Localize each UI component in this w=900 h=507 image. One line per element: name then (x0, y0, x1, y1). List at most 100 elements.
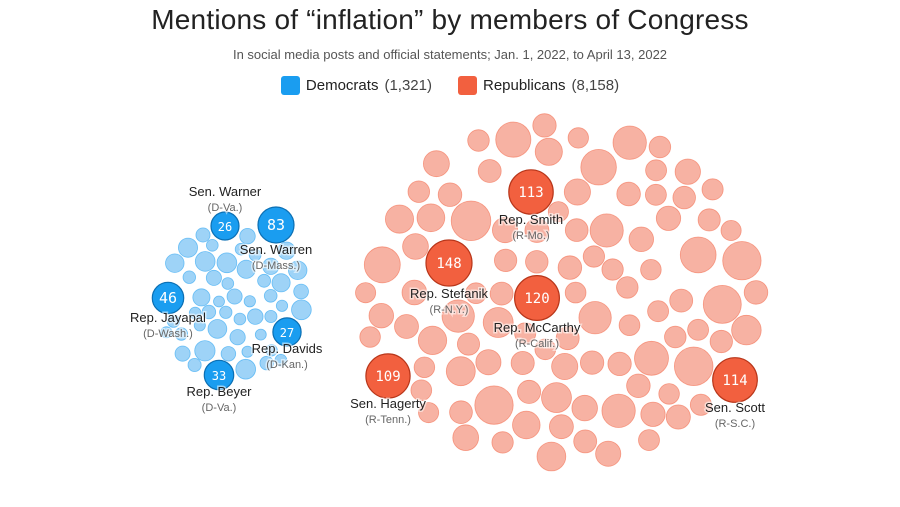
member-labels: Sen. Warner (D-Va.) Sen. Warren (D-Mass.) Re… (129, 183, 767, 432)
highlighted-members: 26 83 46 27 33 113 148 120 109 114 (151, 169, 758, 403)
legend-swatch-republicans (457, 76, 477, 95)
democrat-member-bubble (188, 306, 202, 320)
republican-member-bubble (456, 332, 480, 356)
republican-member-bubble (551, 352, 579, 380)
legend-item-democrats: Democrats (1,321) (280, 76, 432, 95)
republican-member-bubble (495, 121, 532, 158)
democrat-member-bubble (275, 299, 289, 312)
republican-member-bubble (658, 383, 680, 405)
republican-member-bubble (477, 159, 502, 183)
member-state-rep-mccarthy: (R-Calif.) (515, 338, 559, 350)
highlight-bubble-rep-beyer[interactable] (203, 359, 235, 391)
republican-member-bubble (482, 307, 514, 338)
republican-member-bubble (743, 280, 769, 305)
republican-member-bubble (475, 349, 502, 376)
value-label-sen-hagerty: 109 (375, 369, 400, 385)
republican-member-bubble (612, 125, 647, 160)
highlight-bubble-rep-jayapal[interactable] (151, 281, 185, 315)
highlight-bubble-sen-warren[interactable] (257, 206, 295, 244)
republican-member-bubble (557, 255, 583, 280)
democrat-member-bubble (274, 353, 288, 367)
member-name-sen-scott: Sen. Scott (705, 400, 765, 415)
member-state-rep-beyer: (D-Va.) (202, 402, 237, 414)
democrat-member-bubble (236, 259, 256, 279)
member-name-sen-hagerty: Sen. Hagerty (350, 396, 426, 411)
legend: Democrats (1,321) Republicans (8,158) (0, 76, 900, 95)
democrat-member-bubble (187, 357, 202, 372)
democrat-member-bubble (264, 309, 278, 323)
republican-member-bubble (648, 135, 672, 159)
democrat-member-bubble (195, 227, 211, 243)
republicans-cluster (355, 113, 769, 472)
republican-member-bubble (564, 218, 589, 242)
republican-member-bubble (413, 356, 436, 379)
republican-member-bubble (491, 431, 514, 454)
democrat-member-bubble (165, 253, 185, 273)
highlight-bubble-rep-davids[interactable] (272, 317, 302, 347)
republican-member-bubble (532, 113, 557, 138)
republican-member-bubble (564, 281, 587, 304)
republican-member-bubble (722, 241, 762, 281)
republican-member-bubble (647, 300, 669, 323)
republican-member-bubble (645, 159, 667, 182)
republican-member-bubble (450, 200, 492, 241)
republican-member-bubble (517, 379, 542, 404)
republican-member-bubble (407, 180, 431, 203)
democrat-member-bubble (257, 273, 272, 288)
republican-member-bubble (672, 185, 696, 210)
republican-member-bubble (701, 178, 724, 201)
democrat-member-bubble (213, 295, 225, 308)
democrat-member-bubble (194, 340, 216, 362)
highlight-bubble-sen-scott[interactable] (712, 357, 758, 403)
republican-member-bubble (634, 340, 669, 376)
republican-member-bubble (669, 288, 694, 313)
republican-member-bubble (449, 400, 473, 425)
republican-member-bubble (359, 326, 381, 348)
republican-member-bubble (514, 322, 537, 345)
democrat-member-bubble (271, 273, 291, 293)
member-name-sen-warner: Sen. Warner (189, 184, 262, 199)
highlight-bubble-rep-smith[interactable] (508, 169, 554, 215)
democrat-member-bubble (219, 305, 233, 319)
highlight-bubble-sen-hagerty[interactable] (365, 353, 411, 399)
republican-member-bubble (674, 346, 714, 386)
republican-member-bubble (580, 148, 617, 186)
democrat-member-bubble (265, 344, 278, 357)
republican-member-bubble (401, 279, 428, 306)
democrat-member-bubble (229, 329, 246, 346)
republican-member-bubble (640, 401, 666, 427)
member-state-rep-davids: (D-Kan.) (266, 359, 308, 371)
republican-member-bubble (702, 284, 742, 324)
legend-count-republicans: (8,158) (571, 77, 620, 94)
republican-member-bubble (571, 394, 598, 422)
republican-member-bubble (601, 258, 624, 281)
democrat-member-bubble (193, 319, 206, 332)
republican-member-bubble (534, 338, 557, 361)
democrat-member-bubble (174, 327, 189, 341)
highlight-bubble-rep-stefanik[interactable] (425, 239, 473, 287)
democrat-member-bubble (247, 308, 264, 325)
legend-label-democrats: Democrats (305, 77, 379, 94)
republican-member-bubble (410, 379, 433, 402)
republican-member-bubble (422, 150, 450, 178)
republican-member-bubble (567, 127, 589, 149)
republican-member-bubble (595, 440, 622, 467)
democrat-member-bubble (201, 304, 217, 320)
legend-item-republicans: Republicans (8,158) (457, 76, 620, 95)
value-label-rep-smith: 113 (518, 185, 543, 201)
republican-member-bubble (355, 282, 377, 304)
republican-member-bubble (679, 236, 717, 274)
republican-member-bubble (418, 402, 440, 424)
republican-member-bubble (489, 281, 514, 306)
democrat-member-bubble (205, 269, 222, 286)
democrat-member-bubble (254, 328, 267, 341)
republican-member-bubble (638, 429, 660, 452)
democrat-member-bubble (263, 288, 278, 303)
democrat-member-bubble (207, 319, 228, 339)
republican-member-bubble (445, 356, 476, 387)
republican-member-bubble (655, 205, 682, 231)
republican-member-bubble (697, 208, 721, 232)
highlight-bubble-rep-mccarthy[interactable] (513, 275, 560, 322)
highlight-bubble-sen-warner[interactable] (210, 211, 240, 241)
member-name-sen-warren: Sen. Warren (240, 242, 313, 257)
